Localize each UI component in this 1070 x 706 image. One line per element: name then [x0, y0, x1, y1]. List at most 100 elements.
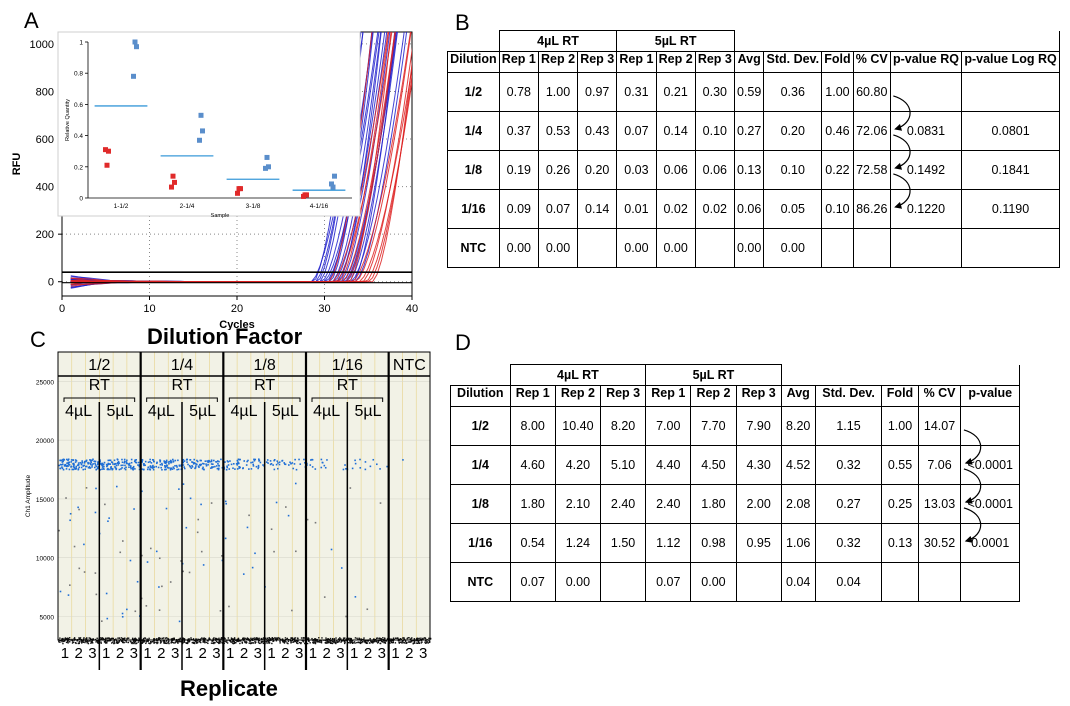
negative-droplet: [425, 640, 427, 642]
negative-droplet: [182, 642, 184, 644]
positive-droplet: [65, 468, 68, 470]
positive-droplet: [120, 468, 122, 470]
positive-droplet: [137, 461, 140, 464]
positive-droplet: [87, 462, 89, 465]
positive-droplet: [161, 462, 163, 465]
negative-droplet: [196, 642, 199, 644]
positive-droplet: [354, 459, 356, 462]
positive-droplet: [236, 468, 239, 470]
value-cell: 0.07: [537, 189, 579, 229]
positive-droplet: [155, 462, 158, 465]
positive-droplet: [164, 464, 166, 467]
positive-droplet: [195, 465, 197, 467]
y-tick-label: 200: [36, 229, 54, 241]
negative-droplet: [266, 640, 268, 643]
negative-droplet: [408, 641, 411, 643]
negative-droplet: [294, 637, 297, 639]
negative-droplet: [329, 639, 331, 642]
negative-droplet: [373, 638, 375, 640]
inset-point: [172, 179, 177, 185]
positive-droplet: [61, 467, 64, 470]
positive-droplet: [276, 460, 279, 462]
negative-droplet: [418, 637, 420, 640]
value-cell: 0.14: [577, 189, 618, 229]
negative-droplet: [331, 637, 334, 640]
negative-droplet: [398, 642, 401, 644]
negative-droplet: [126, 637, 129, 639]
value-cell: 0.13: [881, 523, 919, 563]
rain-droplet: [189, 497, 192, 500]
positive-droplet: [60, 459, 62, 462]
positive-droplet: [228, 468, 231, 470]
negative-droplet: [327, 638, 330, 640]
positive-droplet: [182, 461, 184, 463]
negative-droplet: [351, 641, 353, 644]
positive-droplet: [164, 462, 167, 464]
positive-droplet: [58, 464, 61, 467]
positive-droplet: [107, 463, 110, 466]
negative-droplet: [125, 640, 127, 642]
negative-droplet: [272, 637, 275, 640]
value-cell: 2.08: [780, 484, 816, 524]
positive-droplet: [84, 460, 87, 463]
negative-droplet: [276, 637, 278, 640]
dilution-cell: 1/8: [450, 484, 511, 524]
positive-droplet: [107, 459, 110, 462]
negative-droplet: [84, 641, 86, 644]
positive-droplet: [94, 460, 97, 463]
positive-droplet: [126, 459, 128, 462]
positive-droplet: [238, 458, 241, 461]
replicate-label: 2: [405, 645, 413, 662]
positive-droplet: [101, 466, 104, 468]
positive-droplet: [80, 466, 83, 469]
positive-droplet: [187, 463, 189, 466]
positive-droplet: [183, 460, 186, 462]
negative-droplet: [213, 637, 215, 639]
positive-droplet: [243, 460, 246, 462]
column-header: Rep 3: [735, 385, 782, 407]
negative-droplet: [314, 641, 317, 644]
rt-label: RT: [171, 377, 192, 394]
positive-droplet: [73, 465, 75, 467]
value-cell: 1.50: [599, 523, 647, 563]
positive-droplet: [146, 468, 149, 471]
rain-droplet: [108, 517, 110, 519]
positive-droplet: [117, 464, 120, 466]
rain-droplet: [141, 554, 143, 557]
rain-droplet: [104, 503, 106, 506]
positive-droplet: [110, 461, 113, 463]
negative-droplet: [349, 641, 351, 643]
positive-droplet: [170, 461, 173, 464]
value-cell: 0.00: [733, 228, 765, 268]
negative-droplet: [414, 640, 416, 642]
negative-droplet: [214, 642, 216, 644]
negative-droplet: [209, 638, 211, 640]
positive-droplet: [257, 467, 259, 470]
y-axis-label: Ch1 Amplitude: [25, 474, 32, 517]
negative-droplet: [81, 642, 83, 644]
negative-droplet: [295, 641, 298, 643]
value-cell: 0.07: [509, 562, 556, 602]
negative-droplet: [401, 642, 403, 644]
negative-droplet: [66, 637, 68, 640]
positive-droplet: [379, 468, 381, 470]
table-row: 1/8 1.80 2.10 2.40 2.40 1.80 2.00 2.08 0.27 0.25 1…: [450, 484, 1020, 524]
positive-droplet: [364, 468, 367, 471]
negative-droplet: [151, 640, 154, 643]
positive-droplet: [189, 465, 192, 468]
table-corner: [451, 365, 511, 386]
positive-droplet: [66, 462, 68, 464]
negative-droplet: [187, 642, 189, 644]
negative-droplet: [89, 637, 92, 640]
positive-droplet: [185, 459, 188, 461]
positive-droplet: [161, 468, 163, 471]
positive-droplet: [298, 458, 300, 461]
amplification-curve-red: [70, 59, 412, 283]
rain-droplet: [119, 551, 122, 554]
negative-droplet: [218, 641, 220, 643]
negative-droplet: [377, 640, 379, 642]
positive-droplet: [238, 462, 240, 465]
rain-droplet: [94, 572, 97, 574]
negative-droplet: [266, 642, 268, 644]
rain-droplet: [77, 506, 79, 509]
